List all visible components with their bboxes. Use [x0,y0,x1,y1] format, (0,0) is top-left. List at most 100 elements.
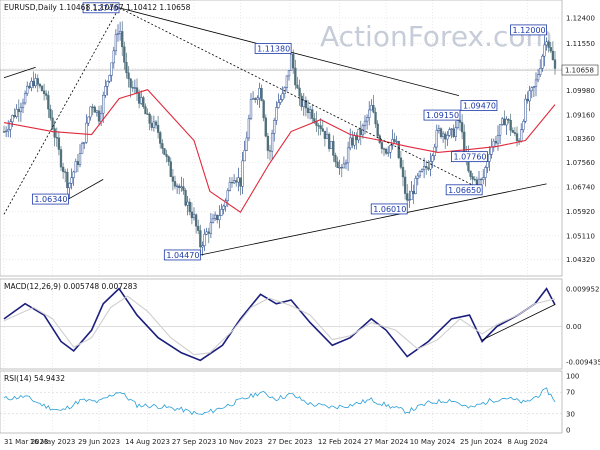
candle-body [61,166,65,172]
candle-body [163,148,166,155]
candle-body [182,186,185,191]
candle-body [228,181,232,191]
candle-body [551,50,555,60]
candle-body [13,115,16,118]
candle-body [51,117,54,129]
price-ytick-8: 1.05920 [566,208,595,216]
swing-label-box-7 [445,184,483,196]
candle-body [287,70,291,77]
candle-body [330,141,333,149]
x-tick-label-9: 10 May 2024 [410,438,456,446]
candle-body [439,128,443,137]
candle-body [211,218,215,223]
candle-body [256,97,259,100]
candle-body [520,129,523,142]
candle-body [245,137,248,151]
candle-body [393,139,396,142]
candle-body [64,171,67,173]
macd-ytick-0: 0.009952 [566,285,599,293]
candle-body [266,135,270,151]
candle-body [17,109,20,113]
candle-body [532,86,536,88]
candle-body [148,113,151,124]
candle-body [95,110,99,113]
candle-body [513,132,517,134]
candle-body [2,131,6,133]
candle-body [325,133,329,139]
x-tick-label-8: 27 Mar 2024 [364,438,409,446]
candle-body [435,130,438,148]
candle-body [412,190,415,194]
candle-body [32,80,35,86]
x-tick-label-4: 27 Sep 2023 [172,438,216,446]
trend-line-5 [3,7,120,215]
candle-body [448,129,451,136]
macd-ytick-1: 0.00 [566,323,582,331]
swing-label-box-8 [370,203,408,215]
price-ytick-3: 1.09980 [566,87,595,95]
candle-body [387,152,390,154]
candle-body [239,177,242,187]
candle-body [232,180,236,184]
candle-body [524,98,527,122]
candle-body [205,231,208,235]
candle-body [106,81,109,87]
candle-body [298,87,301,97]
rsi-panel [0,370,563,434]
x-tick-label-2: 29 Jun 2023 [78,438,120,446]
candle-body [313,118,316,122]
swing-labels: 1.12740 1.11380 1.09470 1.12000 1.09150 1.077… [31,2,547,261]
candle-body [319,125,322,129]
candle-body [156,124,160,133]
candle-body [277,102,280,108]
candle-body [410,190,413,200]
macd-header: MACD(12,26,9) 0.005748 0.007283 [4,282,138,291]
signal-line [3,295,556,356]
candle-body [93,106,96,113]
swing-label-box-3 [510,24,547,36]
candle-body [220,209,223,216]
price-ytick-1: 1.11550 [566,40,595,48]
candle-body [275,107,278,121]
candle-body [285,75,289,88]
candle-body [511,130,514,133]
swing-label-box-6 [31,193,69,205]
candle-body [530,87,533,92]
candle-body [507,118,510,121]
price-ytick-0: 1.12400 [566,14,595,22]
candle-body [70,177,73,184]
swing-label-7: 1.06650 [448,186,481,195]
candle-body [194,214,198,227]
candle-body [55,137,58,139]
candle-body [230,181,234,184]
candle-body [456,120,460,128]
candle-body [471,176,474,180]
candle-body [7,129,10,132]
candle-body [414,178,417,194]
candle-body [72,171,75,178]
candle-body [503,118,506,126]
candle-body [224,200,227,207]
candle-body [336,161,339,168]
candle-body [431,155,434,162]
rsi-ytick-2: 30 [566,410,575,418]
candle-body [368,109,371,118]
candle-body [490,146,493,155]
candle-body [237,177,240,183]
candle-body [281,93,284,100]
price-ytick-6: 1.07560 [566,159,595,167]
candle-body [127,72,130,80]
candle-body [425,166,428,168]
candle-body [201,245,204,248]
candle-body [125,62,128,74]
candle-body [114,34,118,52]
candle-body [547,41,550,48]
candle-body [161,143,164,149]
candle-body [260,88,263,101]
candle-body [243,150,246,162]
candle-body [498,124,502,136]
candle-body [66,171,69,189]
price-series [2,21,557,256]
trend-line-1 [200,183,547,256]
swing-label-0: 1.12740 [85,4,118,13]
